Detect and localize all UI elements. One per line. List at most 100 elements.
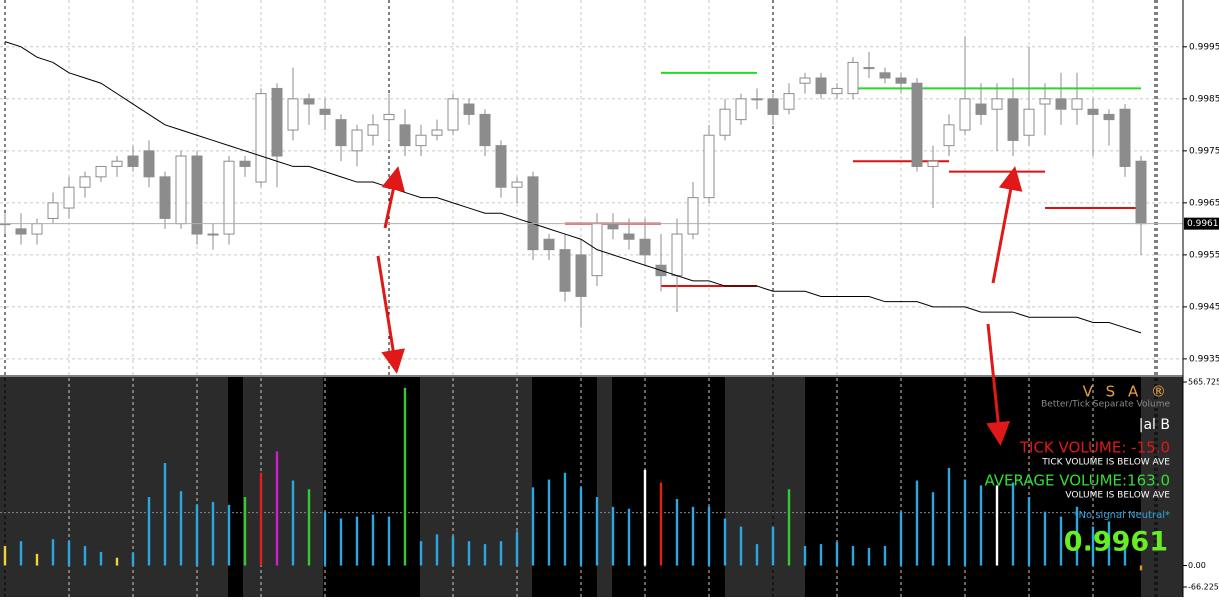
volume-bar bbox=[451, 536, 455, 566]
candle-body bbox=[383, 113, 395, 121]
candle-body bbox=[703, 134, 715, 199]
candle-body bbox=[191, 155, 203, 235]
volume-bar bbox=[1043, 511, 1047, 566]
candle-body bbox=[287, 98, 299, 131]
volume-bar bbox=[819, 544, 823, 566]
volume-bar bbox=[547, 479, 551, 566]
candle-body bbox=[943, 124, 955, 147]
candle-body bbox=[479, 113, 491, 147]
volume-bar bbox=[275, 451, 279, 566]
volume-bar bbox=[883, 546, 887, 566]
candle-body bbox=[15, 228, 27, 235]
volume-bar bbox=[915, 480, 919, 566]
annotation: TICK VOLUME: -15.0 bbox=[1019, 439, 1170, 457]
session-band bbox=[597, 377, 612, 597]
candle-body bbox=[511, 181, 523, 188]
volume-bar bbox=[979, 485, 983, 566]
volume-bar bbox=[1011, 482, 1015, 566]
volume-bar bbox=[803, 546, 807, 566]
candle-body bbox=[255, 93, 267, 183]
volume-bar bbox=[1091, 526, 1095, 566]
volume-bar bbox=[467, 541, 471, 566]
arrow bbox=[381, 166, 405, 229]
candle-body bbox=[31, 223, 43, 235]
y-tick-label: 0.9955 bbox=[1189, 250, 1219, 260]
volume-bar bbox=[1027, 497, 1031, 566]
session-band bbox=[420, 377, 532, 597]
volume-bar bbox=[403, 387, 407, 566]
candle-body bbox=[799, 77, 811, 84]
volume-bar bbox=[67, 541, 71, 566]
volume-bar bbox=[739, 526, 743, 566]
volume-bar bbox=[291, 480, 295, 566]
volume-bar bbox=[163, 463, 167, 566]
candle-body bbox=[1007, 98, 1019, 141]
candle-body bbox=[623, 233, 635, 240]
arrow bbox=[376, 255, 405, 374]
arrow bbox=[991, 166, 1023, 284]
volume-bar bbox=[259, 472, 263, 566]
candle-body bbox=[143, 150, 155, 178]
candle-body bbox=[1119, 108, 1131, 167]
y-tick-label: 0.9945 bbox=[1189, 302, 1219, 312]
annotation: *No signal Neutral* bbox=[1074, 510, 1170, 521]
volume-bar bbox=[51, 539, 55, 566]
annotation: AVERAGE VOLUME:163.0 bbox=[984, 472, 1170, 490]
candle-body bbox=[735, 98, 747, 121]
candle-body bbox=[79, 176, 91, 188]
volume-bar bbox=[787, 489, 791, 566]
arrow bbox=[986, 323, 1011, 446]
volume-bar bbox=[723, 518, 727, 566]
candle-body bbox=[495, 145, 507, 188]
candle-body bbox=[431, 129, 443, 136]
volume-bar bbox=[355, 516, 359, 566]
candle-body bbox=[767, 98, 779, 115]
candle-body bbox=[959, 98, 971, 131]
y-tick-label: 0.9985 bbox=[1189, 94, 1219, 104]
session-bands bbox=[0, 377, 1183, 597]
volume-bar bbox=[323, 511, 327, 566]
candle-body bbox=[1135, 160, 1147, 225]
indicator-title: V S A ® bbox=[1083, 383, 1170, 401]
candle-body bbox=[111, 160, 123, 167]
volume-bar bbox=[227, 504, 231, 566]
volume-bar bbox=[1139, 565, 1143, 571]
candle-body bbox=[575, 254, 587, 297]
annotation: VOLUME IS BELOW AVE bbox=[1065, 491, 1170, 501]
candle-body bbox=[207, 233, 219, 236]
volume-bar bbox=[115, 557, 119, 566]
arrows bbox=[376, 166, 1023, 446]
candle-body bbox=[1087, 108, 1099, 115]
volume-bar bbox=[419, 541, 423, 566]
session-band bbox=[0, 377, 148, 597]
y-tick-label: 0.9975 bbox=[1189, 146, 1219, 156]
volume-bar bbox=[643, 469, 647, 566]
candle-body bbox=[351, 129, 363, 152]
volume-bar bbox=[835, 542, 839, 566]
candle-body bbox=[911, 82, 923, 167]
volume-bar bbox=[387, 516, 391, 566]
volume-bar bbox=[3, 546, 7, 566]
candle-body bbox=[335, 119, 347, 147]
annotation: |al B bbox=[1139, 417, 1170, 433]
candle-body bbox=[607, 223, 619, 230]
candle-body bbox=[319, 108, 331, 115]
volume-bar bbox=[195, 504, 199, 566]
candle-body bbox=[815, 77, 827, 95]
volume-bar bbox=[1059, 516, 1063, 566]
indicator-subtitle: Better/Tick Separate Volume bbox=[1041, 400, 1170, 410]
session-band bbox=[1141, 377, 1183, 597]
volume-bar bbox=[147, 497, 151, 566]
annotation: TICK VOLUME IS BELOW AVE bbox=[1041, 458, 1170, 468]
volume-bar bbox=[1123, 536, 1127, 566]
candle-body bbox=[719, 108, 731, 136]
volume-bar bbox=[371, 514, 375, 566]
y-tick-label: 0.9965 bbox=[1189, 198, 1219, 208]
volume-bar bbox=[243, 497, 247, 566]
candle-body bbox=[543, 238, 555, 251]
candle-body bbox=[47, 202, 59, 219]
candle-body bbox=[399, 124, 411, 147]
candle-body bbox=[991, 98, 1003, 110]
candle-body bbox=[863, 67, 875, 70]
